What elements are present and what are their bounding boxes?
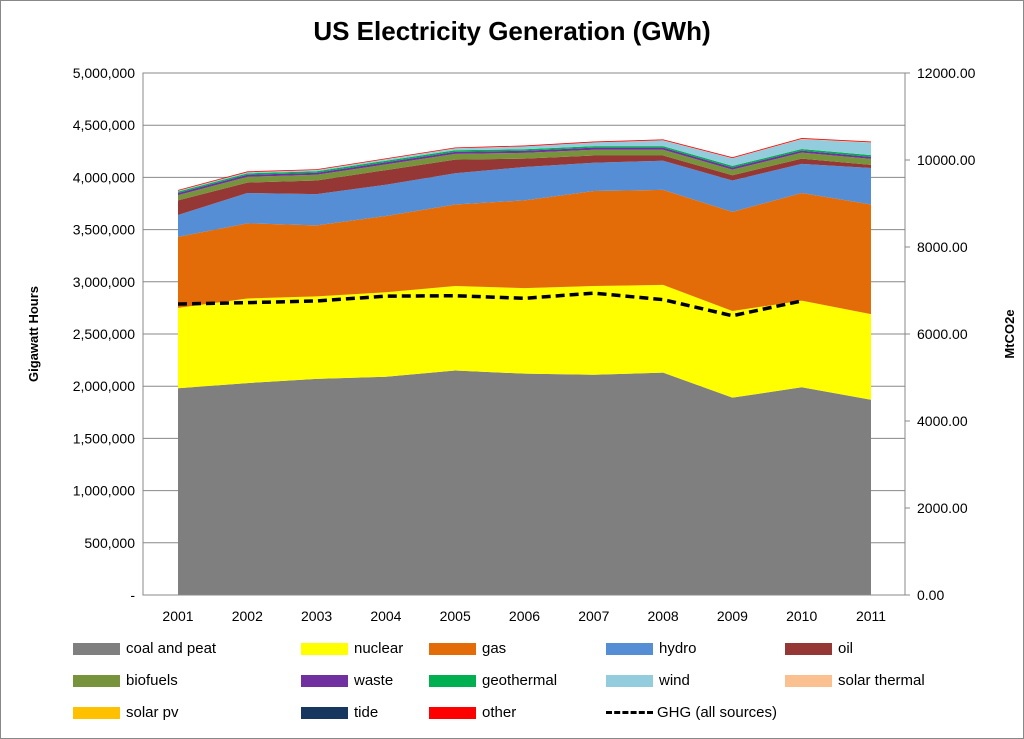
x-tick-label: 2002 <box>232 608 263 624</box>
x-tick-label: 2009 <box>717 608 748 624</box>
legend-label: tide <box>354 704 379 721</box>
legend-item: tide <box>301 704 378 721</box>
x-tick-label: 2003 <box>301 608 332 624</box>
legend-label: coal and peat <box>126 640 217 657</box>
x-tick-label: 2006 <box>509 608 540 624</box>
area-biofuels <box>178 149 871 201</box>
legend-swatch <box>73 706 120 719</box>
legend-label: GHG (all sources) <box>657 704 778 721</box>
y-tick-label: - <box>130 587 135 603</box>
legend-label: gas <box>482 640 507 657</box>
area-hydro <box>178 160 871 237</box>
y2-tick-label: 0.00 <box>917 587 944 603</box>
legend-item: biofuels <box>73 672 178 689</box>
legend-swatch <box>429 706 476 719</box>
x-tick-label: 2004 <box>370 608 401 624</box>
legend-swatch <box>301 674 348 687</box>
y2-tick-label: 8000.00 <box>917 239 968 255</box>
y2-tick-label: 2000.00 <box>917 500 968 516</box>
legend-dash-swatch <box>606 711 653 714</box>
y-tick-label: 5,000,000 <box>73 65 135 81</box>
y-tick-label: 1,500,000 <box>73 430 135 446</box>
legend-label: geothermal <box>482 672 558 689</box>
y-tick-label: 1,000,000 <box>73 483 135 499</box>
y2-tick-label: 4000.00 <box>917 413 968 429</box>
y-tick-label: 2,000,000 <box>73 378 135 394</box>
legend-item: GHG (all sources) <box>606 704 777 721</box>
legend-item: other <box>429 704 516 721</box>
x-tick-label: 2008 <box>648 608 679 624</box>
y-tick-label: 2,500,000 <box>73 326 135 342</box>
legend-swatch <box>785 642 832 655</box>
area-gas <box>178 189 871 315</box>
legend-label: solar thermal <box>838 672 925 689</box>
legend-swatch <box>301 706 348 719</box>
legend-swatch <box>429 674 476 687</box>
area-nuclear <box>178 284 871 400</box>
legend-item: solar thermal <box>785 672 925 689</box>
legend-swatch <box>429 642 476 655</box>
y-tick-label: 500,000 <box>84 535 135 551</box>
y-tick-label: 4,000,000 <box>73 169 135 185</box>
area-waste <box>178 147 871 196</box>
y2-axis-label: MtCO2e <box>1002 309 1017 358</box>
legend-swatch <box>606 674 653 687</box>
legend-label: hydro <box>659 640 697 657</box>
x-tick-label: 2005 <box>440 608 471 624</box>
area-oil <box>178 155 871 215</box>
legend-label: wind <box>659 672 690 689</box>
legend-item: solar pv <box>73 704 179 721</box>
x-tick-label: 2001 <box>162 608 193 624</box>
legend-swatch <box>785 674 832 687</box>
legend-label: nuclear <box>354 640 404 657</box>
legend-item: oil <box>785 640 853 657</box>
y-tick-label: 3,500,000 <box>73 222 135 238</box>
y-axis-label: Gigawatt Hours <box>26 286 41 382</box>
legend-item: coal and peat <box>73 640 216 657</box>
ghg-line <box>177 291 803 318</box>
legend-label: waste <box>354 672 394 689</box>
area-wind <box>178 139 871 192</box>
legend-swatch <box>73 674 120 687</box>
y-tick-label: 4,500,000 <box>73 117 135 133</box>
legend-item: wind <box>606 672 690 689</box>
legend-item: geothermal <box>429 672 557 689</box>
y2-tick-label: 6000.00 <box>917 326 968 342</box>
legend-swatch <box>606 642 653 655</box>
legend-label: other <box>482 704 517 721</box>
x-tick-label: 2007 <box>578 608 609 624</box>
area-coal-and-peat <box>178 370 871 595</box>
y-tick-label: 3,000,000 <box>73 274 135 290</box>
legend-label: solar pv <box>126 704 179 721</box>
legend-item: gas <box>429 640 506 657</box>
legend-swatch <box>73 642 120 655</box>
legend-swatch <box>301 642 348 655</box>
legend-label: oil <box>838 640 854 657</box>
legend-item: nuclear <box>301 640 403 657</box>
y2-tick-label: 10000.00 <box>917 152 976 168</box>
legend-item: hydro <box>606 640 697 657</box>
x-tick-label: 2010 <box>786 608 817 624</box>
x-tick-label: 2011 <box>856 608 886 624</box>
chart-title: US Electricity Generation (GWh) <box>313 16 711 46</box>
legend-item: waste <box>301 672 393 689</box>
y2-tick-label: 12000.00 <box>917 65 976 81</box>
legend-label: biofuels <box>126 672 178 689</box>
